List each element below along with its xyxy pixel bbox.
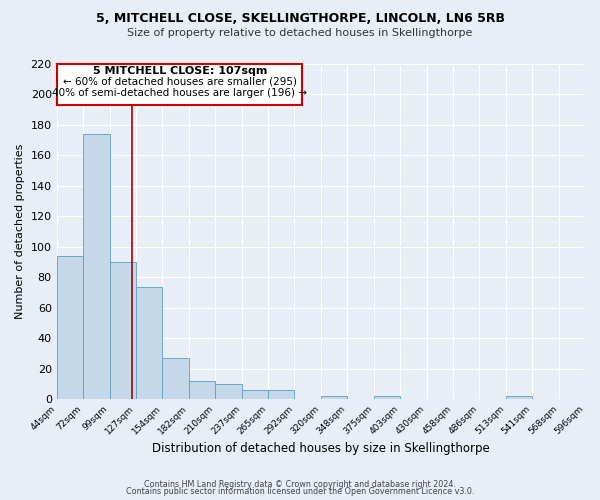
X-axis label: Distribution of detached houses by size in Skellingthorpe: Distribution of detached houses by size … xyxy=(152,442,490,455)
Bar xyxy=(374,396,400,400)
Text: 5 MITCHELL CLOSE: 107sqm: 5 MITCHELL CLOSE: 107sqm xyxy=(92,66,267,76)
Bar xyxy=(506,396,532,400)
Bar xyxy=(242,390,268,400)
Text: Contains HM Land Registry data © Crown copyright and database right 2024.: Contains HM Land Registry data © Crown c… xyxy=(144,480,456,489)
Bar xyxy=(189,381,215,400)
Bar xyxy=(57,64,302,105)
Text: Contains public sector information licensed under the Open Government Licence v3: Contains public sector information licen… xyxy=(126,487,474,496)
Bar xyxy=(268,390,295,400)
Bar xyxy=(83,134,110,400)
Bar xyxy=(163,358,189,400)
Bar xyxy=(321,396,347,400)
Bar xyxy=(215,384,242,400)
Text: 5, MITCHELL CLOSE, SKELLINGTHORPE, LINCOLN, LN6 5RB: 5, MITCHELL CLOSE, SKELLINGTHORPE, LINCO… xyxy=(95,12,505,26)
Text: 40% of semi-detached houses are larger (196) →: 40% of semi-detached houses are larger (… xyxy=(52,88,307,99)
Text: Size of property relative to detached houses in Skellingthorpe: Size of property relative to detached ho… xyxy=(127,28,473,38)
Bar xyxy=(110,262,136,400)
Bar xyxy=(56,256,83,400)
Text: ← 60% of detached houses are smaller (295): ← 60% of detached houses are smaller (29… xyxy=(63,77,297,87)
Y-axis label: Number of detached properties: Number of detached properties xyxy=(15,144,25,320)
Bar xyxy=(136,286,163,400)
